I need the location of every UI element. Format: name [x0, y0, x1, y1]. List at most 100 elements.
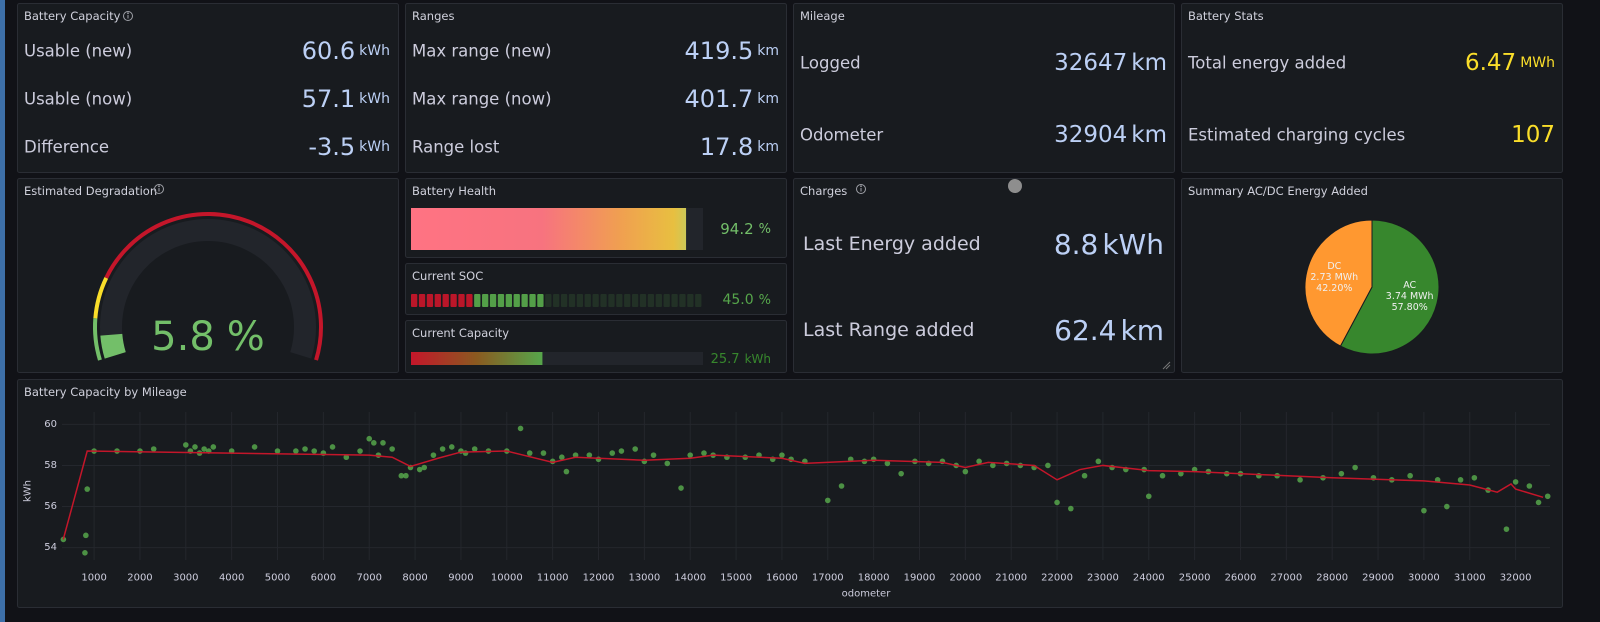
y-tick-label: 56 [44, 501, 57, 512]
scatter-point [366, 435, 373, 442]
x-tick-label: 20000 [949, 573, 981, 584]
scatter-point [1471, 474, 1478, 481]
led-cell-lit [529, 294, 536, 307]
unit: % [227, 314, 265, 360]
scatter-point [416, 466, 423, 473]
led-cell-lit [505, 294, 512, 307]
value: 25.7 [711, 352, 740, 367]
x-tick-label: 22000 [1041, 573, 1073, 584]
scatter-point [462, 450, 469, 456]
x-axis-label: odometer [842, 589, 892, 600]
panel [793, 178, 1175, 373]
scatter-point [618, 448, 625, 454]
scatter-point [183, 442, 189, 448]
x-tick-label: 30000 [1408, 573, 1440, 584]
panel-title: Ranges [412, 9, 454, 23]
pie-label-value: 3.74 MWh [1386, 291, 1434, 302]
unit: kWh [359, 43, 390, 59]
scatter-point [1338, 470, 1345, 477]
led-cell [584, 294, 591, 307]
scatter-point [563, 468, 570, 475]
led-cell-lit [458, 294, 465, 307]
stat-label: Total energy added [1187, 54, 1346, 73]
led-cell [616, 294, 623, 307]
x-tick-label: 29000 [1362, 573, 1394, 584]
scatter-point [389, 446, 395, 452]
scatter-point [329, 444, 336, 450]
scatter-point [210, 444, 217, 450]
scatter-point [1457, 477, 1464, 483]
scatter-point [1444, 503, 1450, 510]
stat-label: Max range (now) [412, 90, 552, 109]
stat-value: 8.8 kWh [1054, 228, 1164, 261]
x-tick-label: 5000 [265, 573, 290, 584]
scatter-point [302, 446, 308, 452]
x-tick-label: 3000 [173, 573, 198, 584]
scatter-point [884, 460, 891, 467]
scatter-point [371, 440, 377, 446]
pie-label-name: AC [1403, 280, 1416, 291]
led-cell-lit [450, 294, 457, 307]
scatter-point [357, 448, 363, 454]
led-cell [687, 294, 694, 307]
panel-title: Current Capacity [412, 326, 509, 340]
stat-label: Difference [24, 138, 109, 157]
led-cell-lit [489, 294, 497, 307]
x-tick-label: 1000 [81, 573, 106, 584]
stat-value: 401.7 km [685, 85, 779, 113]
scatter-point [1512, 479, 1519, 485]
gauge-label: 5.8% [151, 314, 265, 360]
x-tick-label: 10000 [491, 573, 523, 584]
led-cell [560, 294, 568, 307]
stat-value: 32647 km [1054, 50, 1167, 76]
scatter-point [870, 456, 877, 463]
unit: km [757, 43, 779, 59]
scatter-point [1407, 472, 1413, 479]
scatter-point [838, 483, 845, 489]
led-cell-lit [442, 294, 449, 307]
scatter-point [82, 550, 88, 556]
x-tick-label: 32000 [1500, 573, 1532, 584]
unit: MWh [1520, 55, 1555, 71]
scatter-point [150, 446, 157, 452]
x-tick-label: 2000 [127, 573, 152, 584]
led-cell [639, 294, 647, 307]
value: 62.4 [1054, 314, 1116, 347]
scatter-point [664, 460, 671, 467]
led-cell [695, 294, 702, 307]
panel [1181, 3, 1563, 173]
panel [17, 379, 1563, 608]
desktop-edge [0, 0, 5, 622]
scatter-point [1045, 462, 1051, 469]
unit: km [1131, 122, 1167, 148]
scatter-point [448, 444, 455, 450]
panel [793, 3, 1175, 173]
x-tick-label: 13000 [628, 573, 660, 584]
panel [17, 3, 399, 173]
scatter-point [701, 450, 707, 456]
stat-value: 60.6 kWh [302, 37, 390, 65]
scatter-point [641, 458, 648, 465]
scatter-point [1297, 477, 1303, 483]
bar-value: 25.7 kWh [711, 352, 771, 367]
unit: % [759, 293, 771, 308]
stat-label: Range lost [412, 138, 500, 157]
scatter-point [1159, 472, 1166, 479]
panel-title: Battery Stats [1188, 9, 1264, 23]
value: 94.2 [720, 220, 753, 238]
value: 57.1 [302, 85, 355, 113]
stat-label: Estimated charging cycles [1188, 126, 1405, 145]
bar-value: 94.2% [720, 220, 771, 238]
value: 17.8 [700, 133, 753, 161]
scatter-point [274, 448, 281, 454]
x-tick-label: 24000 [1133, 573, 1165, 584]
scatter-point [201, 446, 207, 452]
unit: km [757, 91, 779, 107]
gauge-track [100, 219, 316, 359]
value: 5.8 [151, 314, 215, 360]
panel-title: Estimated Degradation [24, 184, 157, 198]
panel-title: Battery Capacity [24, 9, 121, 23]
scatter-point [609, 450, 616, 456]
led-cell [568, 294, 576, 307]
led-cell [663, 294, 670, 307]
